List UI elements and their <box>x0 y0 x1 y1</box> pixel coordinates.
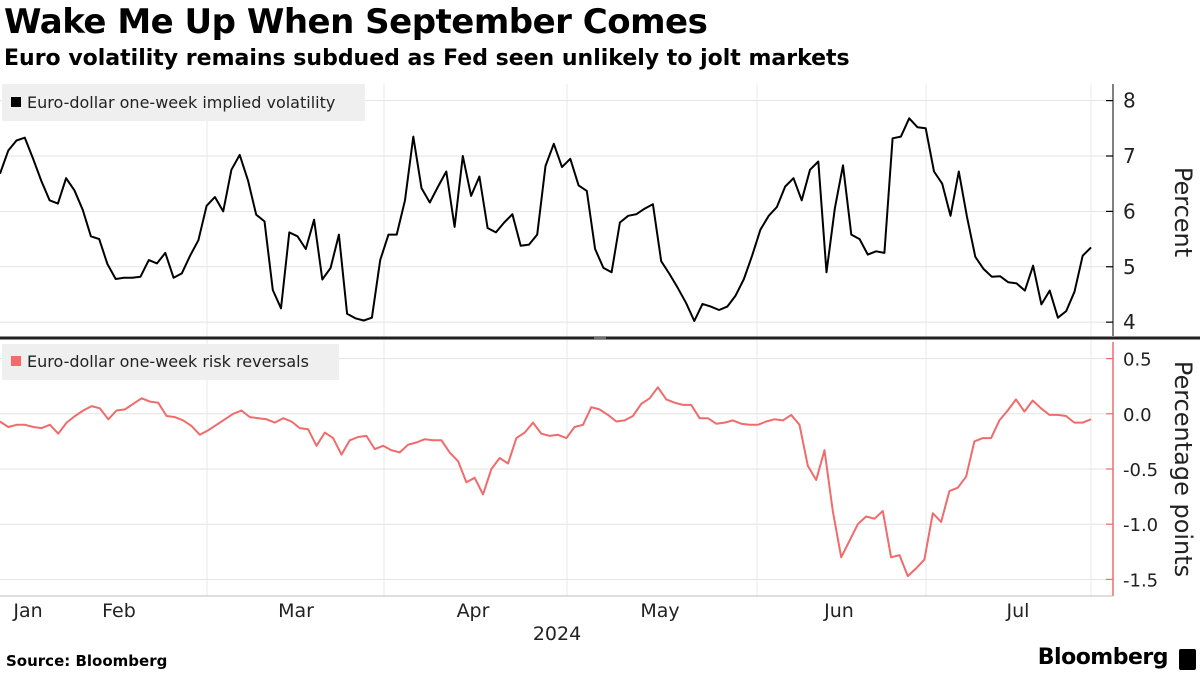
month-label: Jan <box>12 600 42 622</box>
y-tick-label: 8 <box>1123 89 1136 113</box>
y-tick-label: -1.0 <box>1123 515 1158 536</box>
source-note: Source: Bloomberg <box>6 652 168 670</box>
volatility-series-line <box>0 117 1092 322</box>
chart-subtitle: Euro volatility remains subdued as Fed s… <box>4 46 850 71</box>
risk-reversal-legend-label: Euro-dollar one-week risk reversals <box>27 352 309 371</box>
risk-reversal-series-line <box>0 386 1092 578</box>
y-tick-label: 6 <box>1123 199 1136 223</box>
y-tick-label: 0.0 <box>1123 405 1152 426</box>
x-axis-year-label: 2024 <box>533 623 581 645</box>
month-label: Apr <box>457 600 490 622</box>
volatility-y-axis-label: Percent <box>1169 167 1197 257</box>
y-tick-label: 0.5 <box>1123 350 1152 371</box>
volatility-legend-swatch <box>11 97 21 107</box>
month-label: Jul <box>1006 600 1030 622</box>
month-label: Feb <box>102 600 136 622</box>
month-label: May <box>640 600 679 622</box>
bloomberg-logo: Bloomberg <box>1037 645 1169 670</box>
bloomberg-terminal-icon <box>1179 649 1196 670</box>
risk-reversal-gridlines <box>0 358 1113 580</box>
y-tick-label: 5 <box>1123 255 1136 279</box>
risk-reversal-y-axis-label: Percentage points <box>1169 361 1197 577</box>
y-tick-label: -1.5 <box>1123 570 1158 591</box>
risk-reversal-legend-swatch <box>11 356 21 366</box>
risk-reversal-y-ticks: -1.5 -1.0 -0.5 0.0 0.5 <box>1106 350 1158 591</box>
volatility-legend-label: Euro-dollar one-week implied volatility <box>27 93 335 112</box>
x-axis-month-labels: Jan Feb Mar Apr May Jun Jul <box>12 600 1029 622</box>
risk-reversal-legend-box <box>2 344 339 380</box>
volatility-legend-box <box>2 84 365 121</box>
month-gridlines <box>206 84 1092 596</box>
volatility-y-ticks: 4 5 6 7 8 <box>1106 89 1136 334</box>
month-label: Jun <box>823 600 854 622</box>
y-tick-label: -0.5 <box>1123 460 1158 481</box>
y-tick-label: 4 <box>1123 310 1136 334</box>
volatility-gridlines <box>0 100 1113 323</box>
y-tick-label: 7 <box>1123 144 1136 168</box>
chart-title: Wake Me Up When September Comes <box>4 2 708 42</box>
month-label: Mar <box>278 600 314 622</box>
